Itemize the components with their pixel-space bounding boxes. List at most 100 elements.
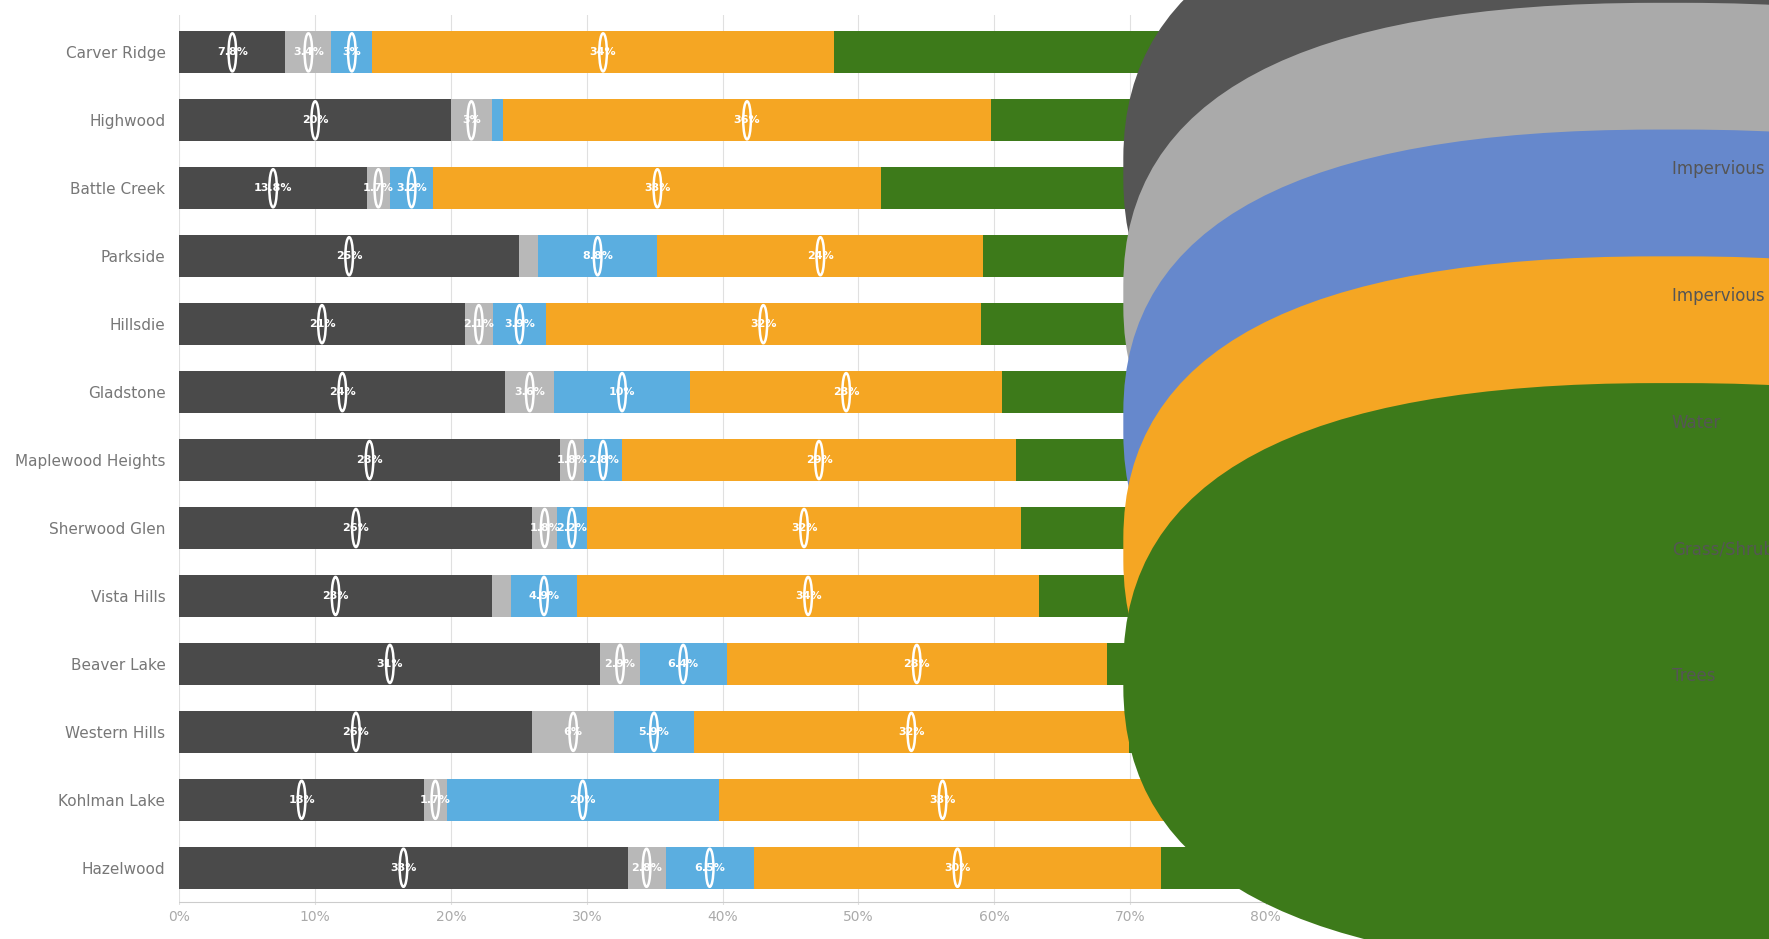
Circle shape: [541, 509, 548, 547]
Bar: [179, 167, 366, 209]
Bar: [179, 439, 559, 481]
Bar: [179, 711, 532, 753]
Text: 8.8%: 8.8%: [582, 252, 614, 261]
Bar: [718, 778, 1166, 821]
Text: 4.9%: 4.9%: [529, 591, 559, 601]
Bar: [502, 100, 991, 142]
Bar: [991, 100, 1670, 142]
Text: 20%: 20%: [570, 794, 596, 805]
Text: 13.8%: 13.8%: [253, 183, 292, 193]
Text: 6.5%: 6.5%: [693, 863, 725, 872]
Bar: [1021, 507, 1537, 549]
Text: Water: Water: [1672, 413, 1721, 432]
Circle shape: [842, 373, 849, 411]
Text: 29%: 29%: [805, 455, 833, 465]
Circle shape: [578, 781, 587, 819]
Circle shape: [642, 849, 651, 886]
Bar: [984, 235, 1541, 277]
Circle shape: [1348, 849, 1355, 886]
Bar: [179, 100, 451, 142]
Bar: [559, 439, 584, 481]
Circle shape: [525, 373, 534, 411]
Bar: [1107, 643, 1541, 685]
Bar: [179, 575, 492, 617]
Circle shape: [619, 373, 626, 411]
Text: 32%: 32%: [1311, 659, 1337, 669]
Text: Impervious Light: Impervious Light: [1672, 286, 1769, 305]
Text: 32%: 32%: [899, 727, 925, 737]
Bar: [547, 303, 980, 346]
Text: 23%: 23%: [322, 591, 348, 601]
Circle shape: [1249, 305, 1256, 343]
Text: 37%: 37%: [1277, 591, 1304, 601]
Text: 28%: 28%: [356, 455, 382, 465]
Text: 18%: 18%: [288, 794, 315, 805]
Bar: [179, 643, 600, 685]
Bar: [506, 371, 554, 413]
Bar: [465, 303, 494, 346]
Circle shape: [1258, 238, 1265, 275]
Text: 28%: 28%: [904, 659, 930, 669]
Text: Impervious Dark: Impervious Dark: [1672, 160, 1769, 178]
Bar: [690, 371, 1003, 413]
Bar: [1015, 439, 1532, 481]
Bar: [577, 575, 1038, 617]
Circle shape: [338, 373, 347, 411]
Bar: [833, 31, 1527, 73]
Bar: [881, 167, 1398, 209]
Circle shape: [800, 509, 808, 547]
Text: 32%: 32%: [791, 523, 817, 533]
Text: 10%: 10%: [609, 387, 635, 397]
Circle shape: [269, 169, 278, 208]
Text: 2.8%: 2.8%: [632, 863, 662, 872]
Bar: [754, 847, 1160, 889]
Bar: [1003, 371, 1546, 413]
Text: 3.4%: 3.4%: [294, 47, 324, 57]
Circle shape: [540, 577, 548, 615]
Circle shape: [913, 645, 920, 683]
Circle shape: [600, 34, 607, 71]
Text: 1.8%: 1.8%: [529, 523, 561, 533]
Bar: [980, 303, 1523, 346]
Text: 23%: 23%: [833, 387, 860, 397]
Circle shape: [517, 305, 524, 343]
Circle shape: [1286, 577, 1295, 615]
Circle shape: [304, 34, 311, 71]
Text: 31%: 31%: [377, 659, 403, 669]
Circle shape: [352, 509, 359, 547]
Bar: [179, 371, 506, 413]
Text: 2.2%: 2.2%: [557, 523, 587, 533]
Circle shape: [1270, 441, 1277, 479]
Bar: [371, 31, 833, 73]
Circle shape: [1270, 373, 1277, 411]
Circle shape: [1275, 509, 1283, 547]
Text: Grass/Shrub: Grass/Shrub: [1672, 540, 1769, 559]
Text: 28%: 28%: [1337, 863, 1364, 872]
Bar: [285, 31, 331, 73]
Circle shape: [653, 169, 662, 208]
Bar: [389, 167, 433, 209]
Bar: [331, 31, 371, 73]
Bar: [628, 847, 665, 889]
Circle shape: [1327, 101, 1336, 139]
Bar: [425, 778, 448, 821]
Circle shape: [467, 101, 476, 139]
Text: 3.6%: 3.6%: [515, 387, 545, 397]
Text: 33%: 33%: [644, 183, 670, 193]
Circle shape: [570, 713, 577, 751]
Circle shape: [352, 713, 359, 751]
Circle shape: [400, 849, 407, 886]
Bar: [518, 235, 538, 277]
Bar: [554, 371, 690, 413]
Text: 24%: 24%: [329, 387, 356, 397]
Text: 3%: 3%: [343, 47, 361, 57]
Bar: [587, 507, 1021, 549]
Text: 25%: 25%: [336, 252, 363, 261]
Bar: [179, 235, 518, 277]
Bar: [727, 643, 1107, 685]
Bar: [538, 235, 658, 277]
Circle shape: [375, 169, 382, 208]
Text: 30%: 30%: [1320, 727, 1346, 737]
Circle shape: [568, 441, 575, 479]
Bar: [179, 303, 465, 346]
